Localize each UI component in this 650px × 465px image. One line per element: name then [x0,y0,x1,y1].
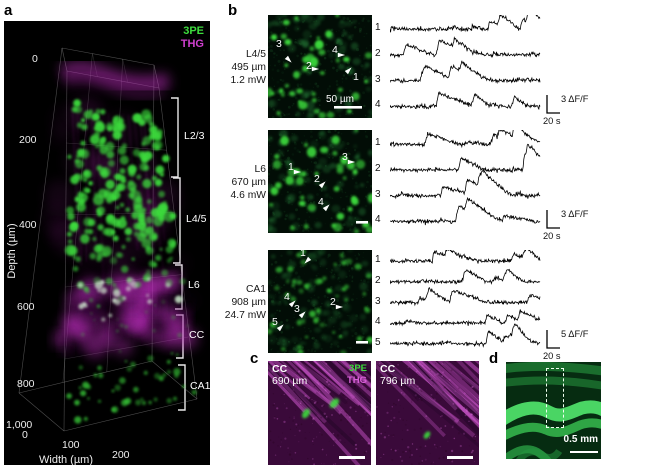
svg-text:3: 3 [342,151,348,163]
svg-text:2: 2 [330,296,336,308]
svg-text:1: 1 [300,250,306,259]
svg-text:1: 1 [288,161,294,173]
svg-text:4: 4 [332,44,338,56]
svg-text:4: 4 [318,196,324,208]
svg-text:50 µm: 50 µm [326,94,354,105]
svg-text:5: 5 [272,316,278,328]
svg-text:3: 3 [294,303,300,315]
svg-text:4: 4 [284,291,290,303]
svg-text:2: 2 [306,60,312,72]
svg-text:2: 2 [314,173,320,185]
svg-text:3: 3 [276,38,282,50]
svg-text:1: 1 [353,71,359,83]
